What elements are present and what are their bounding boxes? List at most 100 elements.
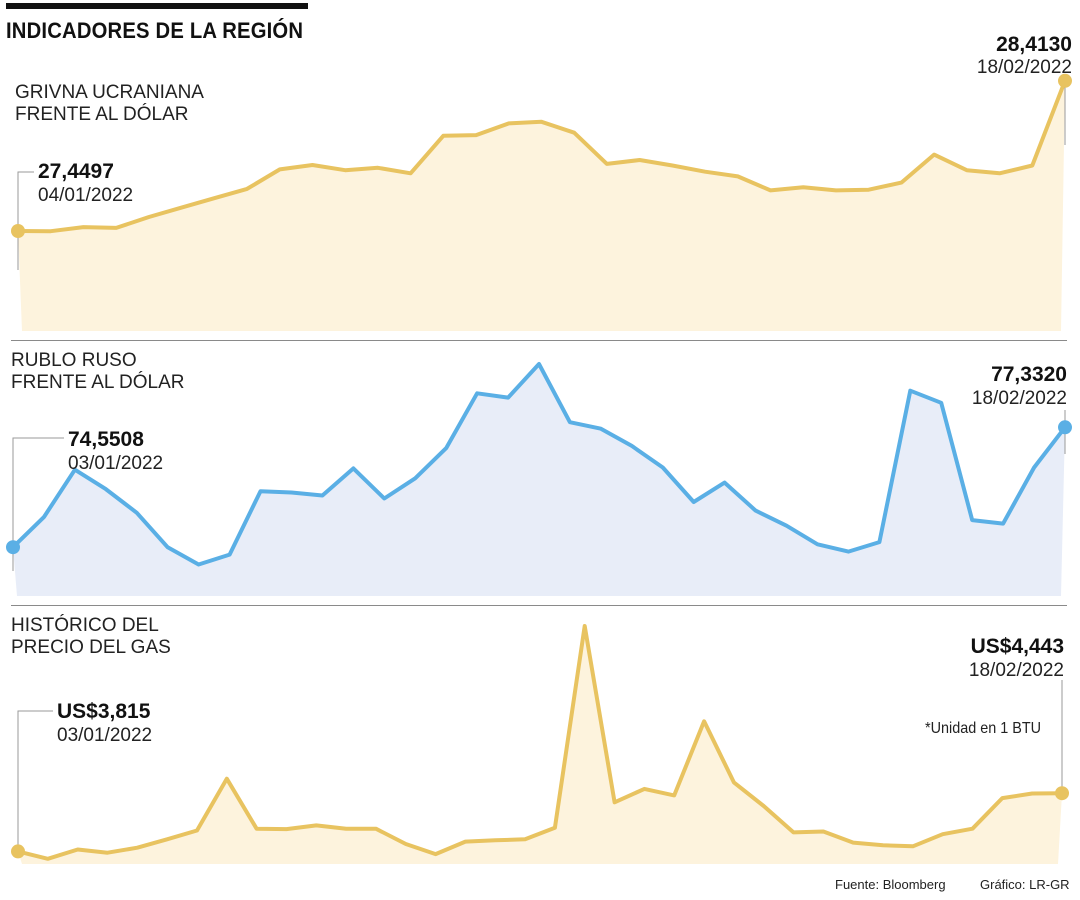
ruble-data-point bbox=[135, 511, 139, 515]
divider-2 bbox=[11, 605, 1067, 606]
ruble-data-point bbox=[816, 542, 820, 546]
ruble-data-point bbox=[970, 518, 974, 522]
ruble-end-value: 77,3320 bbox=[991, 363, 1067, 386]
ruble-title-line1: RUBLO RUSO bbox=[11, 350, 137, 371]
chart-ruble bbox=[6, 362, 1072, 596]
ruble-start-marker bbox=[6, 540, 20, 555]
hryvnia-data-point bbox=[507, 121, 511, 125]
chart-hryvnia bbox=[11, 73, 1072, 331]
ruble-data-point bbox=[506, 396, 510, 400]
gas-data-point bbox=[195, 829, 199, 833]
ruble-data-point bbox=[661, 466, 665, 470]
ruble-data-point bbox=[754, 509, 758, 513]
hryvnia-end-value: 28,4130 bbox=[996, 33, 1072, 56]
gas-data-point bbox=[702, 719, 706, 723]
footer-source: Fuente: Bloomberg bbox=[835, 877, 946, 892]
ruble-series-line bbox=[11, 362, 1067, 567]
gas-title: HISTÓRICO DEL PRECIO DEL GAS bbox=[11, 615, 171, 659]
hryvnia-data-point bbox=[638, 158, 642, 162]
ruble-data-point bbox=[537, 362, 541, 366]
hryvnia-data-point bbox=[834, 188, 838, 192]
hryvnia-end-marker bbox=[1058, 73, 1072, 88]
hryvnia-data-point bbox=[441, 134, 445, 138]
ruble-data-point bbox=[599, 427, 603, 431]
gas-data-point bbox=[285, 827, 289, 831]
gas-data-point bbox=[672, 793, 676, 797]
gas-data-point bbox=[792, 830, 796, 834]
ruble-start-value: 74,5508 bbox=[68, 428, 144, 451]
hryvnia-end-date: 18/02/2022 bbox=[976, 57, 1072, 78]
ruble-data-point bbox=[939, 401, 943, 405]
hryvnia-data-point bbox=[998, 171, 1002, 175]
hryvnia-data-point bbox=[932, 153, 936, 157]
gas-data-point bbox=[583, 624, 587, 628]
ruble-title-line2: FRENTE AL DÓLAR bbox=[11, 372, 185, 393]
gas-start-leader bbox=[17, 710, 53, 852]
ruble-data-point bbox=[908, 389, 912, 393]
hryvnia-data-point bbox=[540, 120, 544, 124]
hryvnia-area-fill bbox=[18, 80, 1065, 331]
ruble-data-point bbox=[228, 553, 232, 557]
hryvnia-data-point bbox=[769, 188, 773, 192]
gas-data-point bbox=[106, 851, 110, 855]
gas-start-date: 03/01/2022 bbox=[57, 725, 153, 746]
hryvnia-data-point bbox=[114, 226, 118, 230]
gas-data-point bbox=[1000, 796, 1004, 800]
hryvnia-data-point bbox=[736, 174, 740, 178]
hryvnia-data-point bbox=[605, 162, 609, 166]
hryvnia-data-point bbox=[572, 131, 576, 135]
gas-title-line1: HISTÓRICO DEL bbox=[11, 615, 159, 636]
gas-end-value: US$4,443 bbox=[970, 635, 1064, 658]
hryvnia-data-point bbox=[474, 133, 478, 137]
hryvnia-start-marker bbox=[11, 224, 25, 238]
hryvnia-data-point bbox=[801, 185, 805, 189]
gas-data-point bbox=[434, 852, 438, 856]
gas-end-date: 18/02/2022 bbox=[968, 660, 1064, 681]
gas-data-point bbox=[941, 832, 945, 836]
gas-data-point bbox=[911, 844, 915, 848]
hryvnia-data-point bbox=[311, 163, 315, 167]
hryvnia-title-line2: FRENTE AL DÓLAR bbox=[15, 104, 189, 125]
gas-start-value: US$3,815 bbox=[57, 700, 151, 723]
ruble-data-point bbox=[104, 487, 108, 491]
gas-data-point bbox=[135, 846, 139, 850]
ruble-data-point bbox=[320, 494, 324, 498]
gas-area-fill bbox=[18, 626, 1062, 864]
gas-data-point bbox=[523, 837, 527, 841]
ruble-data-point bbox=[444, 446, 448, 450]
ruble-data-point bbox=[1001, 522, 1005, 526]
gas-data-point bbox=[374, 827, 378, 831]
gas-start-marker bbox=[11, 844, 25, 859]
ruble-data-point bbox=[877, 540, 881, 544]
ruble-data-point bbox=[723, 481, 727, 485]
gas-data-point bbox=[344, 827, 348, 831]
ruble-data-point bbox=[846, 550, 850, 554]
ruble-data-point bbox=[197, 563, 201, 567]
gas-data-point bbox=[732, 780, 736, 784]
gas-data-point bbox=[255, 827, 259, 831]
hryvnia-data-point bbox=[278, 167, 282, 171]
ruble-start-leader bbox=[12, 437, 64, 571]
gas-data-point bbox=[553, 826, 557, 830]
gas-title-line2: PRECIO DEL GAS bbox=[11, 637, 171, 658]
hryvnia-title: GRIVNA UCRANIANA FRENTE AL DÓLAR bbox=[15, 82, 204, 126]
gas-end-marker bbox=[1055, 786, 1069, 801]
hryvnia-data-point bbox=[81, 225, 85, 229]
gas-data-point bbox=[46, 857, 50, 861]
page-title: INDICADORES DE LA REGIÓN bbox=[6, 18, 304, 43]
gas-data-point bbox=[851, 841, 855, 845]
gas-data-point bbox=[821, 830, 825, 834]
hryvnia-data-point bbox=[245, 187, 249, 191]
ruble-data-point bbox=[692, 500, 696, 504]
gas-data-point bbox=[404, 842, 408, 846]
gas-data-point bbox=[642, 787, 646, 791]
hryvnia-data-point bbox=[343, 168, 347, 172]
gas-data-point bbox=[1030, 792, 1034, 796]
gas-data-point bbox=[165, 837, 169, 841]
ruble-data-point bbox=[166, 545, 170, 549]
gas-data-point bbox=[971, 827, 975, 831]
ruble-data-point bbox=[290, 491, 294, 495]
ruble-title: RUBLO RUSO FRENTE AL DÓLAR bbox=[11, 350, 185, 394]
ruble-data-point bbox=[1032, 466, 1036, 470]
